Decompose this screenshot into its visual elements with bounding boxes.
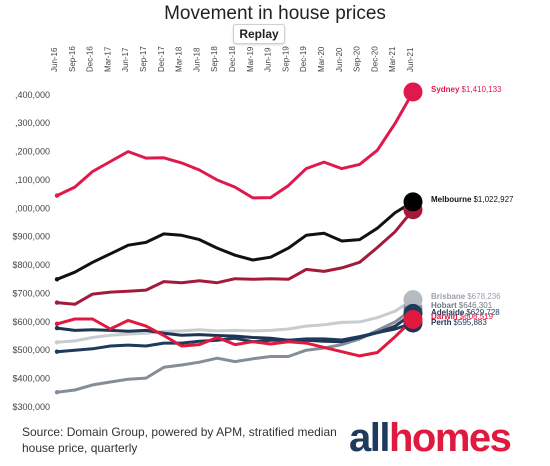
series-start-point-canberra [54, 300, 60, 305]
y-tick-label: ,100,000 [15, 175, 50, 185]
series-start-point-melbourne [54, 277, 60, 282]
x-tick-label: Dec-20 [370, 46, 379, 72]
series-line-melbourne [55, 200, 415, 281]
allhomes-logo: allhomes [349, 416, 512, 460]
series-end-label-hobart: Hobart $646,301 [431, 301, 493, 310]
series-end-value: $646,301 [459, 301, 493, 310]
x-tick-label: Sep-20 [353, 46, 362, 72]
series-end-value: $1,022,927 [473, 195, 514, 204]
series-end-marker-darwin [403, 309, 423, 329]
y-tick-label: $800,000 [12, 260, 50, 270]
series-line-darwin [55, 317, 415, 358]
y-tick-label: ,200,000 [15, 147, 50, 157]
series-name: Hobart [431, 301, 457, 310]
series-name: Sydney [431, 85, 460, 94]
series-end-labels: Sydney $1,410,133 Melbourne $1,022,927 Brisb… [431, 85, 514, 327]
series-end-label-darwin: Darwin $608,519 [431, 312, 494, 321]
x-tick-label: Mar-17 [103, 46, 112, 72]
y-tick-label: ,000,000 [15, 203, 50, 213]
series-name: Adelaide [431, 308, 465, 317]
series-start-point-perth [54, 325, 60, 331]
x-tick-label: Dec-19 [299, 46, 308, 72]
logo-homes: homes [388, 416, 512, 460]
series-end-value: $678,236 [467, 292, 501, 301]
x-axis: Jun-16 Sep-16 Dec-16 Mar-17 Jun-17 Sep-17 Dec-… [50, 46, 415, 72]
x-tick-label: Dec-16 [86, 46, 95, 72]
x-tick-label: Sep-16 [68, 46, 77, 72]
x-tick-label: Jun-18 [192, 47, 201, 72]
series-end-value: $1,410,133 [461, 85, 502, 94]
x-tick-label: Jun-20 [335, 47, 344, 72]
x-tick-label: Mar-18 [175, 46, 184, 72]
series-line-canberra [55, 208, 415, 306]
series-end-label-melbourne: Melbourne $1,022,927 [431, 195, 514, 204]
series-end-value: $629,728 [466, 308, 500, 317]
x-tick-label: Dec-17 [157, 46, 166, 72]
x-tick-label: Sep-19 [281, 46, 290, 72]
series-line-sydney [55, 90, 415, 200]
series-end-marker-melbourne [403, 192, 423, 212]
series-end-label-adelaide: Adelaide $629,728 [431, 308, 500, 317]
x-tick-label: Mar-19 [246, 46, 255, 72]
chart-title: Movement in house prices [164, 3, 386, 24]
series-name: Perth [431, 318, 452, 327]
series-end-value: $608,519 [460, 312, 494, 321]
y-tick-label: $900,000 [12, 232, 50, 242]
x-tick-label: Jun-16 [50, 47, 59, 72]
x-tick-label: Sep-18 [210, 46, 219, 72]
series-start-point-adelaide [54, 349, 60, 354]
series-end-markers [54, 82, 423, 395]
x-tick-label: Dec-18 [228, 46, 237, 72]
x-tick-label: Jun-17 [121, 47, 130, 72]
x-tick-label: Jun-21 [406, 47, 415, 72]
y-tick-label: ,300,000 [15, 118, 50, 128]
y-tick-label: $300,000 [12, 402, 50, 412]
series-name: Melbourne [431, 195, 472, 204]
x-tick-label: Jun-19 [264, 47, 273, 72]
y-tick-label: $600,000 [12, 317, 50, 327]
series-line-adelaide [55, 311, 415, 354]
series-end-label-brisbane: Brisbane $678,236 [431, 292, 501, 301]
y-tick-label: $400,000 [12, 374, 50, 384]
source-note: Source: Domain Group, powered by APM, st… [22, 425, 337, 455]
series-lines [55, 90, 415, 394]
y-axis: ,400,000 ,300,000 ,200,000 ,100,000 ,000,000… [12, 90, 50, 412]
series-line-hobart [55, 307, 415, 394]
series-start-point-darwin [54, 321, 60, 327]
x-tick-label: Mar-21 [388, 46, 397, 72]
series-end-label-perth: Perth $595,883 [431, 318, 487, 327]
series-end-value: $595,883 [453, 318, 487, 327]
replay-button[interactable]: Replay [233, 24, 285, 44]
x-tick-label: Sep-17 [139, 46, 148, 72]
series-end-label-sydney: Sydney $1,410,133 [431, 85, 502, 94]
series-start-point-sydney [54, 193, 60, 198]
y-tick-label: ,400,000 [15, 90, 50, 100]
series-name: Brisbane [431, 292, 466, 301]
series-end-marker-sydney [403, 82, 423, 102]
series-end-marker-brisbane [403, 290, 423, 310]
y-tick-label: $500,000 [12, 345, 50, 355]
series-start-point-brisbane [54, 340, 60, 345]
series-start-point-hobart [54, 390, 60, 395]
x-tick-label: Mar-20 [317, 46, 326, 72]
series-line-brisbane [55, 298, 415, 344]
logo-all: all [349, 416, 390, 460]
y-tick-label: $700,000 [12, 288, 50, 298]
series-name: Darwin [431, 312, 458, 321]
